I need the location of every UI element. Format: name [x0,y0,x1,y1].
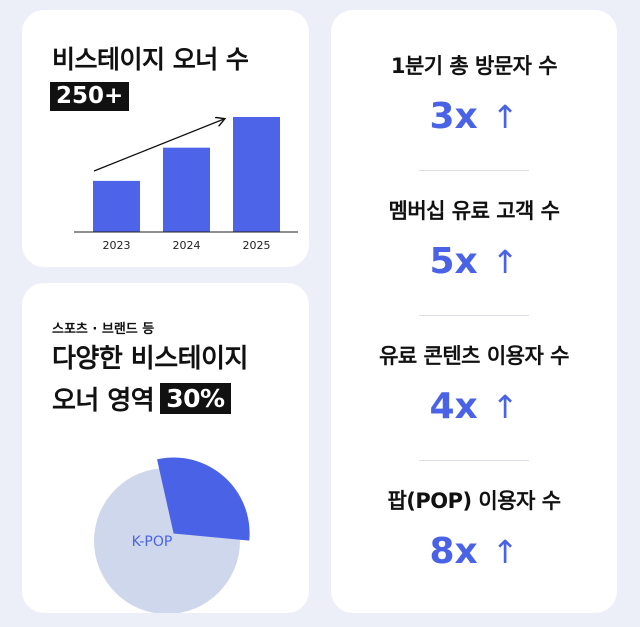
bar-2024 [163,147,210,232]
arrow-up-icon: ↑ [491,242,519,281]
owner-area-card: 스포츠 · 브랜드 등 다양한 비스테이지 오너 영역 30% K-POP [22,283,309,613]
stat-label: 팝(POP) 이용자 수 [387,489,561,513]
owner-area-subtitle: 스포츠 · 브랜드 등 [52,322,155,337]
stat-item-visitors: 1분기 총 방문자 수 3x ↑ [331,50,617,137]
stat-multiplier: 8x [429,531,478,572]
stat-label: 멤버십 유료 고객 수 [388,199,561,223]
owner-area-title-line2: 오너 영역 30% [52,380,231,417]
x-tick-label: 2024 [173,239,201,252]
stat-value: 3x ↑ [331,96,617,137]
stat-value: 8x ↑ [331,531,617,572]
owner-count-badge: 250+ [50,82,130,111]
owner-area-title-line1: 다양한 비스테이지 [52,344,248,374]
x-tick-label: 2025 [243,239,271,252]
pie-label-kpop: K-POP [132,534,173,550]
stat-multiplier: 4x [429,386,478,427]
x-tick-label: 2023 [103,239,131,252]
bar-2025 [233,117,280,232]
pie-slice-other [157,457,250,541]
owner-count-title: 비스테이지 오너 수 [52,45,249,74]
stat-divider [419,315,529,316]
stat-value: 4x ↑ [331,386,617,427]
owner-count-card: 비스테이지 오너 수 250+ 2023 2024 2025 [22,10,309,267]
owner-area-title-text: 오너 영역 [52,386,155,416]
stat-item-paid-content: 유료 콘텐츠 이용자 수 4x ↑ [331,340,617,427]
owner-area-badge: 30% [160,382,231,415]
trend-arrow [93,119,224,172]
owner-area-pie-chart: K-POP [94,457,250,613]
arrow-up-icon: ↑ [491,387,519,426]
stat-divider [419,460,529,461]
stat-divider [419,170,529,171]
bar-2023 [93,180,140,232]
stat-label: 1분기 총 방문자 수 [390,54,558,78]
stat-multiplier: 5x [429,241,478,282]
stat-value: 5x ↑ [331,241,617,282]
stat-item-pop-users: 팝(POP) 이용자 수 8x ↑ [331,485,617,572]
arrow-up-icon: ↑ [491,532,519,571]
stat-multiplier: 3x [429,96,478,137]
stat-label: 유료 콘텐츠 이용자 수 [379,344,569,368]
growth-stats-card: 1분기 총 방문자 수 3x ↑ 멤버십 유료 고객 수 5x ↑ 유료 콘텐츠… [331,10,617,613]
owner-bar-chart: 2023 2024 2025 [74,108,298,252]
stat-item-membership: 멤버십 유료 고객 수 5x ↑ [331,195,617,282]
arrow-up-icon: ↑ [491,97,519,136]
